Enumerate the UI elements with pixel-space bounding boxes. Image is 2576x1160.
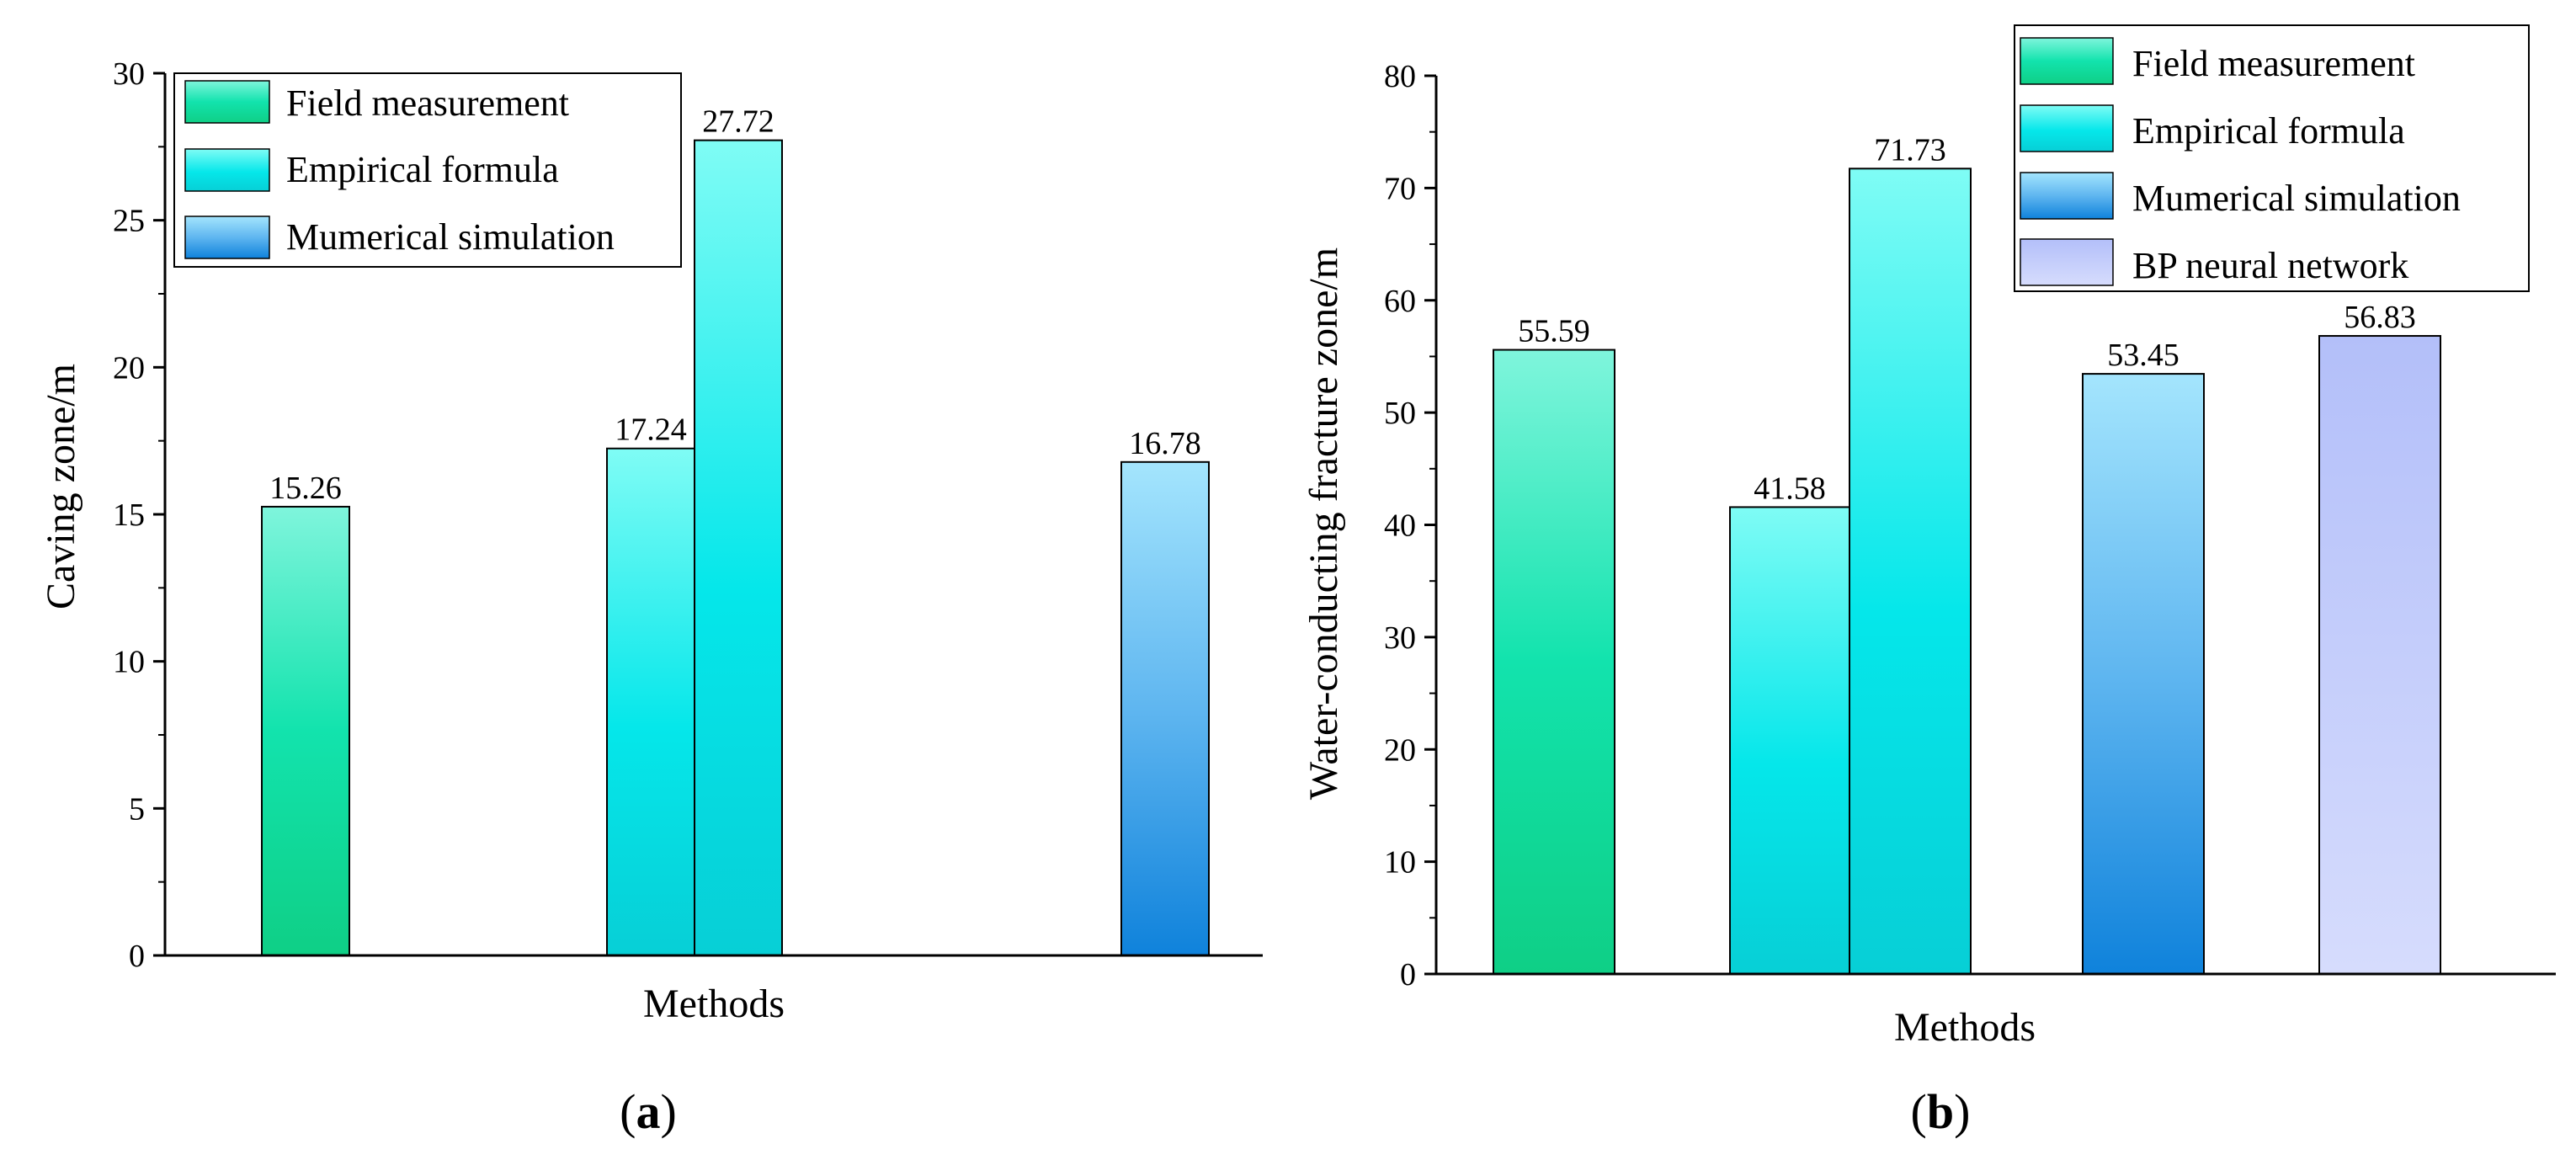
- panel-b-legend: Field measurement Empirical formula Mume…: [2014, 24, 2530, 292]
- bar: [1729, 506, 1850, 975]
- panel-a-legend-swatch-empirical: [184, 148, 270, 192]
- bar: [261, 505, 350, 956]
- panel-a-legend-swatch-field: [184, 80, 270, 124]
- bar-value-label: 71.73: [1874, 132, 1946, 168]
- panel-b-label: (b): [1911, 1084, 1971, 1139]
- bar-value-label: 53.45: [2107, 338, 2179, 373]
- panel-b-x-axis-title: Methods: [1894, 1005, 2036, 1050]
- bar: [694, 139, 783, 956]
- y-tick-label: 60: [1384, 284, 1416, 319]
- panel-a-legend-item-simulation: Mumerical simulation: [184, 216, 615, 259]
- y-tick-label: 30: [1384, 620, 1416, 656]
- bar-value-label: 55.59: [1518, 314, 1590, 349]
- panel-a-legend-item-field: Field measurement: [184, 80, 569, 124]
- bar: [1493, 349, 1615, 976]
- bar-value-label: 56.83: [2344, 300, 2416, 335]
- y-tick-label: 25: [113, 204, 145, 239]
- panel-b-y-axis-title: Water-conducting fracture zone/m: [1301, 247, 1346, 800]
- panel-b-legend-label-simulation: Mumerical simulation: [2132, 178, 2461, 219]
- y-tick-label: 20: [113, 350, 145, 386]
- y-tick-label: 15: [113, 498, 145, 533]
- panel-b-legend-swatch-simulation: [2020, 172, 2114, 220]
- y-tick-label: 0: [1400, 957, 1416, 992]
- panel-a-legend: Field measurement Empirical formula Mume…: [173, 72, 682, 268]
- bar: [1120, 460, 1210, 956]
- panel-a-legend-item-empirical: Empirical formula: [184, 148, 559, 192]
- panel-b-legend-item-empirical: Empirical formula: [2020, 104, 2405, 152]
- panel-b-legend-label-field: Field measurement: [2132, 43, 2415, 84]
- bar: [606, 447, 695, 956]
- panel-b-legend-item-field: Field measurement: [2020, 37, 2415, 85]
- y-tick-label: 50: [1384, 396, 1416, 431]
- panel-a-legend-label-simulation: Mumerical simulation: [286, 216, 615, 258]
- panel-a-legend-label-field: Field measurement: [286, 82, 569, 124]
- bar: [1849, 168, 1972, 975]
- bar: [2318, 335, 2441, 976]
- panel-b-y-ticks: 0 10 20 30 40 50 60 70 80: [1384, 59, 1436, 992]
- panel-a-bars: [261, 139, 1210, 956]
- y-tick-label: 10: [1384, 845, 1416, 881]
- panel-a-y-ticks: 0 5 10 15 20 25 30: [113, 56, 165, 974]
- panel-a-y-axis-title: Caving zone/m: [39, 364, 83, 609]
- y-tick-label: 40: [1384, 508, 1416, 544]
- panel-a-chart: Caving zone/m 0 5 10 15 20 25 30 15.26 17.24 27.…: [39, 56, 1263, 1139]
- panel-a-x-axis-title: Methods: [643, 982, 785, 1026]
- panel-b-data-labels: 55.59 41.58 71.73 53.45 56.83: [1518, 132, 2416, 506]
- panel-b-legend-swatch-field: [2020, 37, 2114, 85]
- panel-b-chart: Water-conducting fracture zone/m 0 10 20 30…: [1301, 24, 2556, 1139]
- y-tick-label: 10: [113, 645, 145, 680]
- y-tick-label: 70: [1384, 171, 1416, 206]
- y-tick-label: 20: [1384, 732, 1416, 768]
- panel-a-label: (a): [620, 1084, 677, 1139]
- y-tick-label: 30: [113, 56, 145, 92]
- panel-b-bars: [1493, 168, 2441, 976]
- y-tick-label: 80: [1384, 59, 1416, 94]
- panel-a-legend-label-empirical: Empirical formula: [286, 149, 559, 190]
- bar-value-label: 17.24: [615, 412, 687, 448]
- bar-value-label: 15.26: [269, 471, 342, 506]
- panel-b-legend-item-bp: BP neural network: [2020, 238, 2408, 286]
- y-tick-label: 5: [129, 791, 145, 827]
- bar-value-label: 41.58: [1754, 471, 1826, 506]
- bar-value-label: 16.78: [1129, 426, 1201, 461]
- y-tick-label: 0: [129, 939, 145, 974]
- panel-b-legend-swatch-empirical: [2020, 104, 2114, 152]
- bar: [2082, 373, 2205, 976]
- panel-b-legend-swatch-bp: [2020, 238, 2114, 286]
- panel-b-legend-item-simulation: Mumerical simulation: [2020, 172, 2461, 220]
- bar-value-label: 27.72: [702, 104, 774, 140]
- panel-a-data-labels: 15.26 17.24 27.72 16.78: [269, 104, 1201, 506]
- panel-a-legend-swatch-simulation: [184, 216, 270, 259]
- panel-b-legend-label-empirical: Empirical formula: [2132, 110, 2405, 152]
- panel-b-legend-label-bp: BP neural network: [2132, 245, 2408, 286]
